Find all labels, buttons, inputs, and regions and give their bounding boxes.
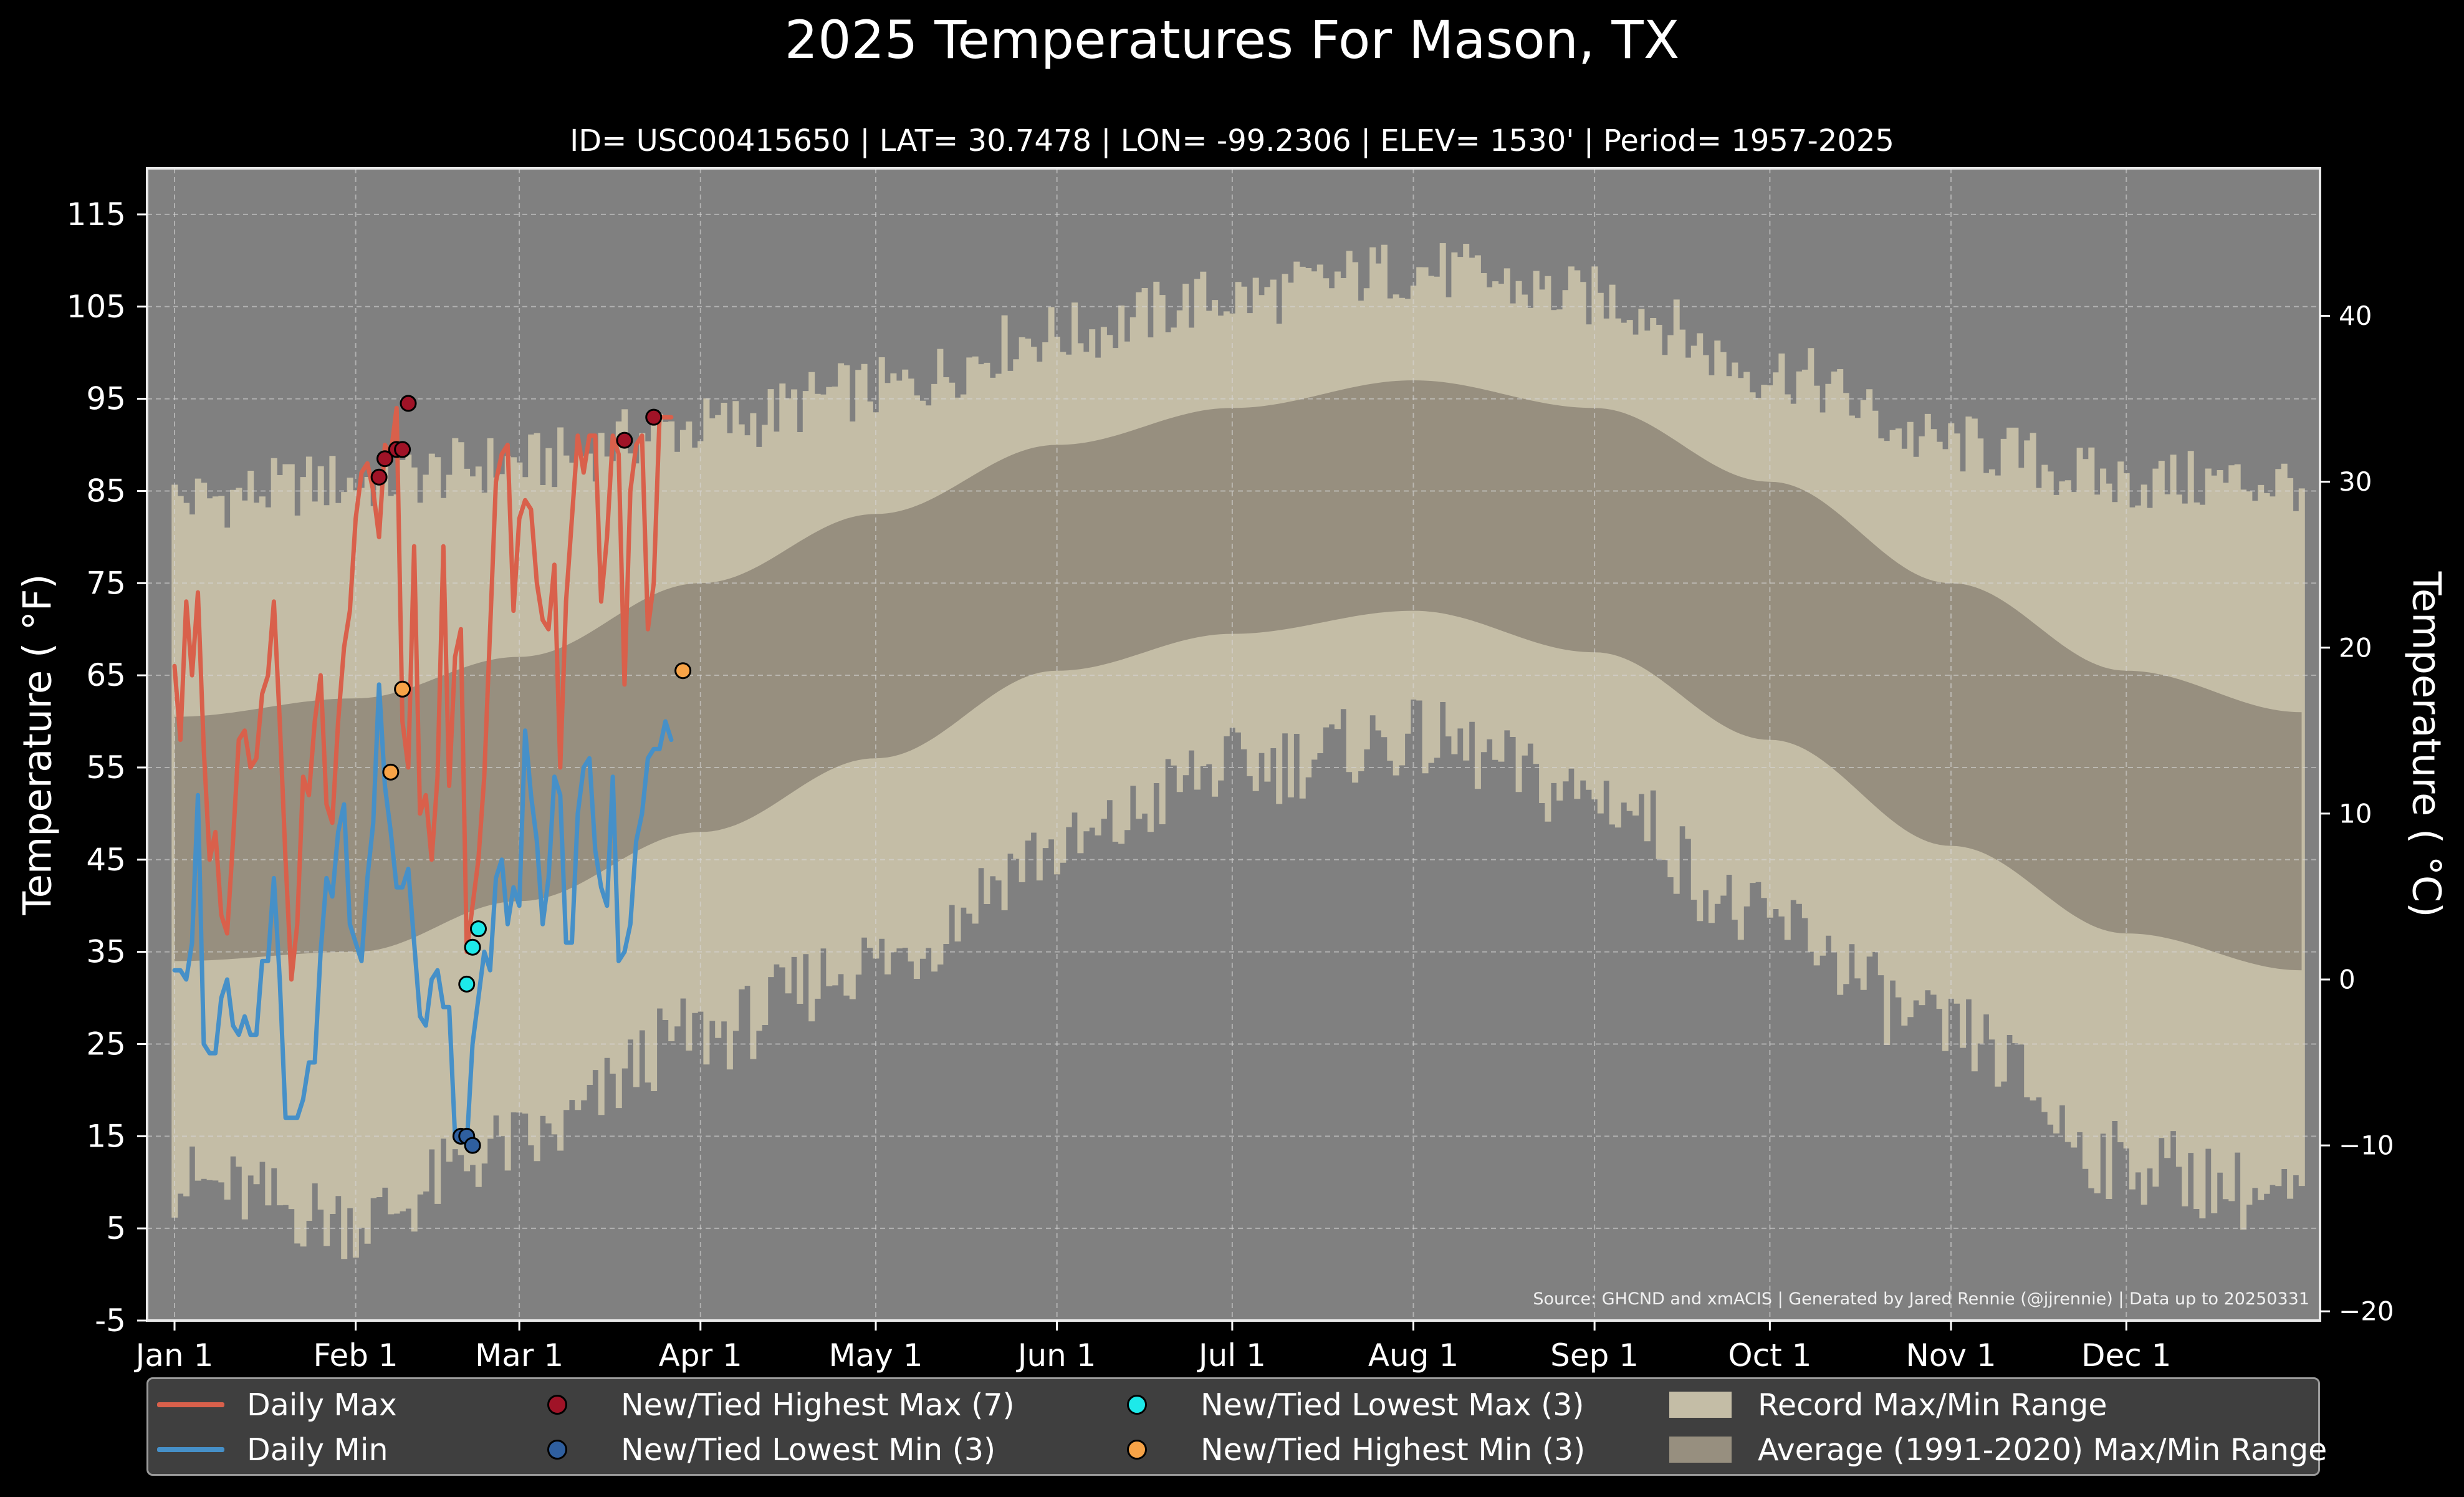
x-tick-label: Jan 1 (134, 1337, 214, 1374)
y2-axis-label: Temperature ( °C) (2404, 571, 2450, 918)
plot-frame (146, 167, 2321, 1322)
legend-item: New/Tied Lowest Max (3) (1077, 1383, 1584, 1427)
source-note: Source: GHCND and xmACIS | Generated by … (1533, 1289, 2309, 1309)
chart-legend: Daily Max Daily Min New/Tied Highest Max (… (146, 1377, 2327, 1476)
y-tick-label: 65 (86, 657, 126, 693)
y-tick-label: 5 (106, 1210, 126, 1246)
legend-label: Daily Max (247, 1387, 397, 1423)
new-tied-highest-max-point (394, 441, 411, 458)
x-tick-label: Apr 1 (659, 1337, 742, 1374)
y2-tick-label: 10 (2339, 798, 2372, 829)
daily-max-line (172, 405, 674, 982)
new-tied-lowest-max-point (464, 938, 481, 956)
legend-label: Average (1991-2020) Max/Min Range (1758, 1432, 2327, 1468)
new-tied-lowest-max-point (470, 920, 487, 938)
y2-tick-label: 40 (2339, 301, 2372, 331)
y2-tick-label: −20 (2339, 1296, 2394, 1327)
new-tied-highest-min-point (674, 662, 692, 680)
legend-item: New/Tied Lowest Min (3) (497, 1428, 995, 1471)
new-tied-highest-max-point (400, 395, 417, 412)
x-tick-label: May 1 (828, 1337, 923, 1374)
new-tied-highest-min-point (394, 680, 411, 698)
legend-item: New/Tied Highest Min (3) (1077, 1428, 1585, 1471)
legend-swatch (547, 1395, 567, 1415)
x-tick-label: Aug 1 (1368, 1337, 1459, 1374)
y-tick-label: 105 (67, 289, 126, 325)
x-tick-label: Jul 1 (1197, 1337, 1266, 1374)
new-tied-lowest-max-point (458, 975, 476, 993)
y-tick-label: 35 (86, 934, 126, 970)
x-tick-label: Dec 1 (2081, 1337, 2171, 1374)
legend-label: New/Tied Highest Max (7) (621, 1387, 1015, 1423)
x-tick-label: Feb 1 (314, 1337, 398, 1374)
legend-swatch (157, 1402, 224, 1407)
y-tick-label: 15 (86, 1118, 126, 1154)
legend-swatch (1669, 1392, 1732, 1418)
legend-swatch (1127, 1440, 1147, 1460)
y-tick-label: 75 (86, 565, 126, 601)
legend-label: New/Tied Lowest Max (3) (1201, 1387, 1584, 1423)
legend-label: Daily Min (247, 1432, 388, 1468)
legend-label: Record Max/Min Range (1758, 1387, 2107, 1423)
y2-tick-label: 0 (2339, 964, 2356, 994)
legend-item: Record Max/Min Range (1657, 1383, 2107, 1427)
y2-tick-label: 30 (2339, 466, 2372, 497)
new-tied-highest-max-point (370, 468, 388, 486)
daily-min-line (172, 682, 674, 1148)
legend-swatch (547, 1440, 567, 1460)
y-tick-label: 25 (86, 1026, 126, 1062)
new-tied-highest-max-point (616, 431, 633, 449)
legend-item: New/Tied Highest Max (7) (497, 1383, 1015, 1427)
legend-swatch (157, 1447, 224, 1452)
chart-subtitle: ID= USC00415650 | LAT= 30.7478 | LON= -9… (570, 123, 1894, 158)
chart-title: 2025 Temperatures For Mason, TX (784, 9, 1680, 70)
y-tick-label: 55 (86, 749, 126, 786)
y2-tick-label: 20 (2339, 632, 2372, 663)
new-tied-highest-max-point (645, 408, 663, 426)
y-axis-label: Temperature ( °F) (15, 574, 60, 915)
new-tied-highest-max-point (376, 450, 393, 468)
legend-label: New/Tied Highest Min (3) (1201, 1432, 1586, 1468)
x-tick-label: Mar 1 (475, 1337, 563, 1374)
y-tick-label: 85 (86, 473, 126, 509)
legend-label: New/Tied Lowest Min (3) (621, 1432, 996, 1468)
legend-item: Daily Min (148, 1428, 388, 1471)
x-tick-label: Oct 1 (1728, 1337, 1811, 1374)
legend-swatch (1669, 1437, 1732, 1463)
y-tick-label: 45 (86, 842, 126, 878)
x-tick-label: Sep 1 (1550, 1337, 1639, 1374)
y2-tick-label: −10 (2339, 1130, 2394, 1161)
y-tick-label: -5 (95, 1302, 126, 1339)
y-tick-label: 95 (86, 381, 126, 417)
new-tied-highest-min-point (382, 763, 400, 781)
x-tick-label: Nov 1 (1906, 1337, 1996, 1374)
legend-swatch (1127, 1395, 1147, 1415)
new-tied-lowest-min-point (464, 1137, 481, 1154)
x-tick-label: Jun 1 (1016, 1337, 1096, 1374)
legend-item: Average (1991-2020) Max/Min Range (1657, 1428, 2327, 1471)
y-tick-label: 115 (67, 196, 126, 233)
legend-item: Daily Max (148, 1383, 397, 1427)
